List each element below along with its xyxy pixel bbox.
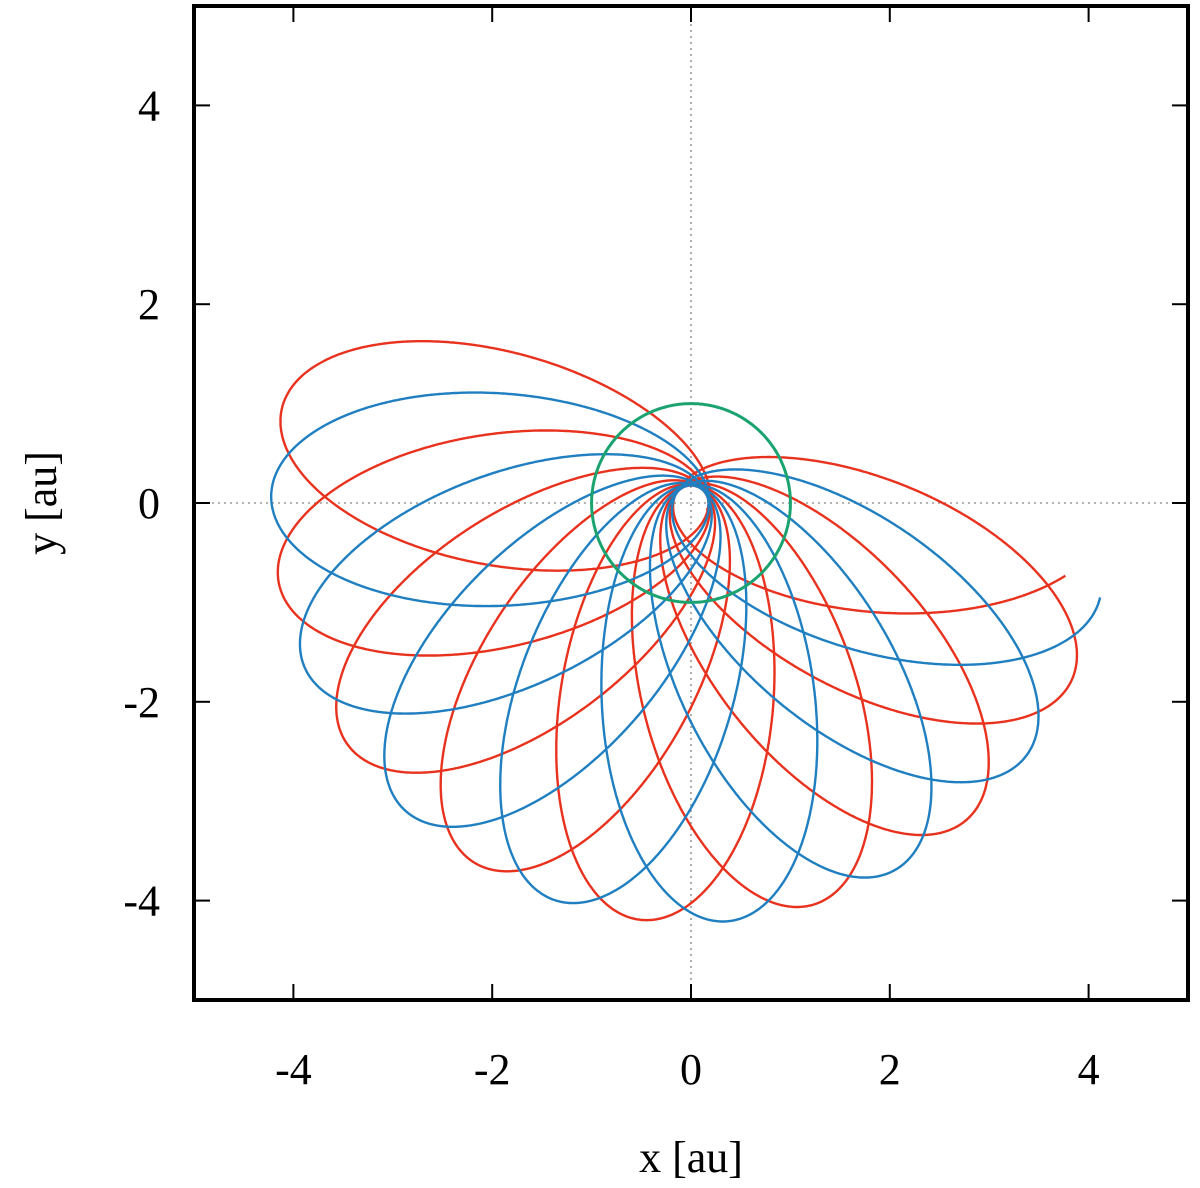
y-tick-label: -2 [123,678,160,727]
axis-ticks [194,6,1188,1000]
x-tick-label: 2 [879,1045,901,1094]
y-tick-label: -4 [123,877,160,926]
x-tick-label: 4 [1078,1045,1100,1094]
x-axis-title: x [au] [639,1133,743,1182]
series-layer [270,340,1102,923]
series-blue-line [270,391,1102,923]
plot-frame [192,4,1190,1002]
tick-labels: -4 -2 0 2 4 -4 -2 0 2 4 [123,81,1099,1094]
x-tick-label: -4 [275,1045,312,1094]
y-tick-label: 0 [138,479,160,528]
x-tick-label: -2 [474,1045,511,1094]
series-green-line [590,402,792,604]
y-axis-title: y [au] [17,451,66,555]
y-tick-label: 2 [138,280,160,329]
series-red-line [276,340,1079,922]
zero-lines [194,6,1188,1000]
x-tick-label: 0 [680,1045,702,1094]
y-tick-label: 4 [138,81,160,130]
